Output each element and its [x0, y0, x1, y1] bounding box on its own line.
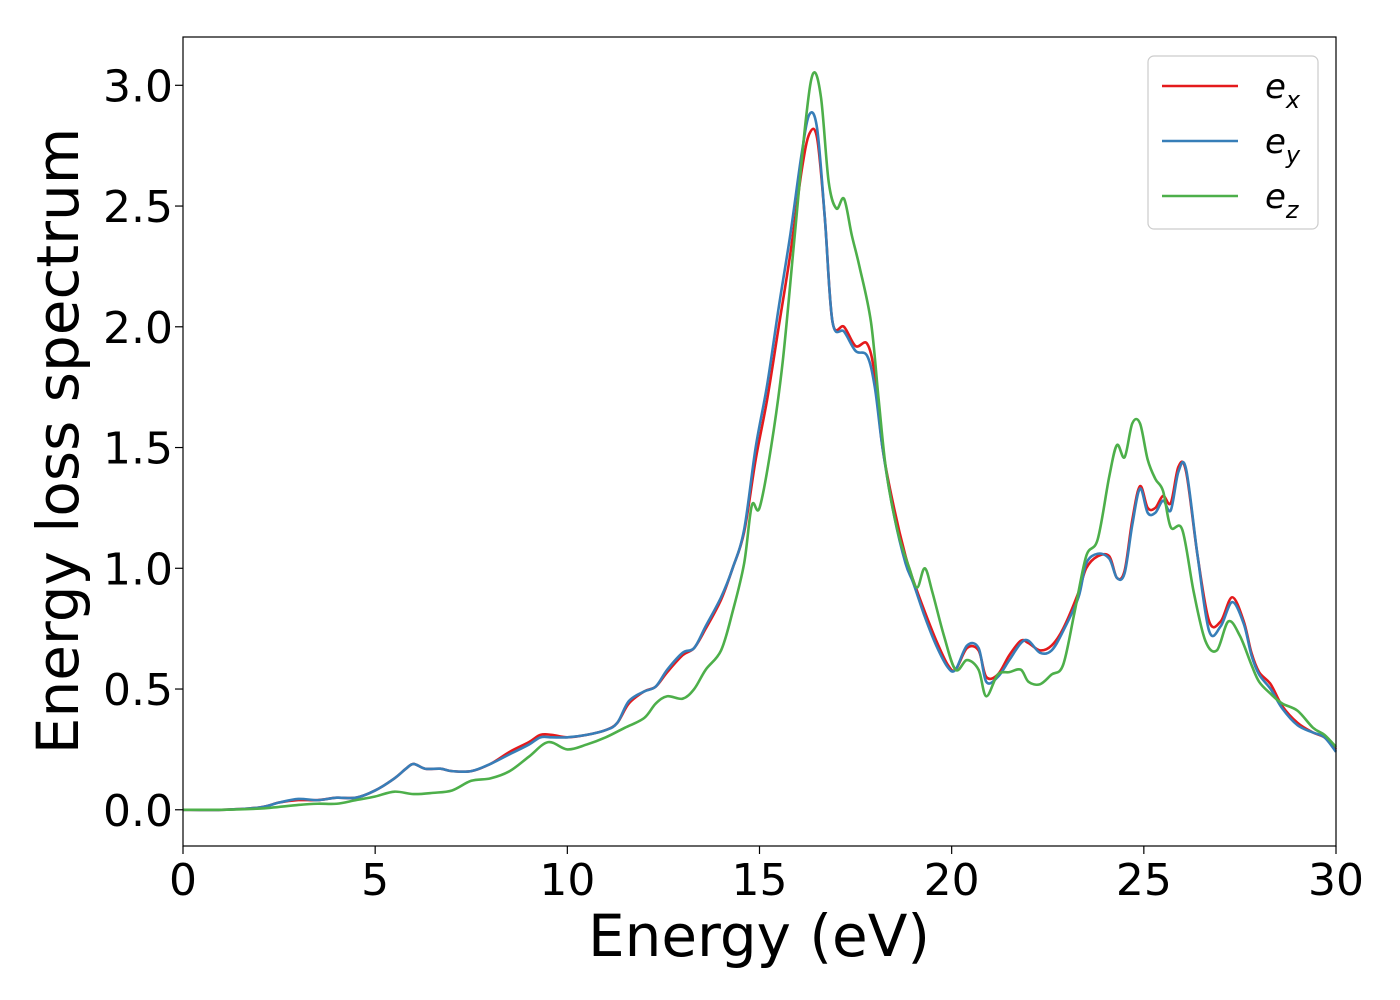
y-tick-label: 1.0 — [103, 544, 173, 595]
x-axis-label: Energy (eV) — [588, 902, 930, 970]
x-tick-label: 25 — [1116, 855, 1172, 906]
y-tick-label: 0.0 — [103, 786, 173, 837]
y-tick-label: 2.0 — [103, 303, 173, 354]
y-axis-label: Energy loss spectrum — [24, 128, 92, 754]
x-tick-label: 0 — [169, 855, 197, 906]
series-line-z — [182, 71, 1337, 812]
series-layer — [182, 71, 1338, 812]
x-tick-label: 20 — [924, 855, 980, 906]
y-tick-label: 0.5 — [103, 665, 173, 716]
y-tick-label: 1.5 — [103, 424, 173, 475]
x-tick-label: 10 — [539, 855, 595, 906]
x-axis-ticks: 0 5 10 15 20 25 30 — [169, 846, 1364, 906]
y-axis-ticks: 0.0 0.5 1.0 1.5 2.0 2.5 3.0 — [103, 61, 183, 837]
legend-box — [1147, 55, 1319, 230]
x-tick-label: 5 — [361, 855, 389, 906]
x-tick-label: 15 — [732, 855, 788, 906]
y-tick-label: 2.5 — [103, 182, 173, 233]
x-tick-label: 30 — [1308, 855, 1364, 906]
y-tick-label: 3.0 — [103, 61, 173, 112]
series-line-y — [182, 111, 1338, 812]
